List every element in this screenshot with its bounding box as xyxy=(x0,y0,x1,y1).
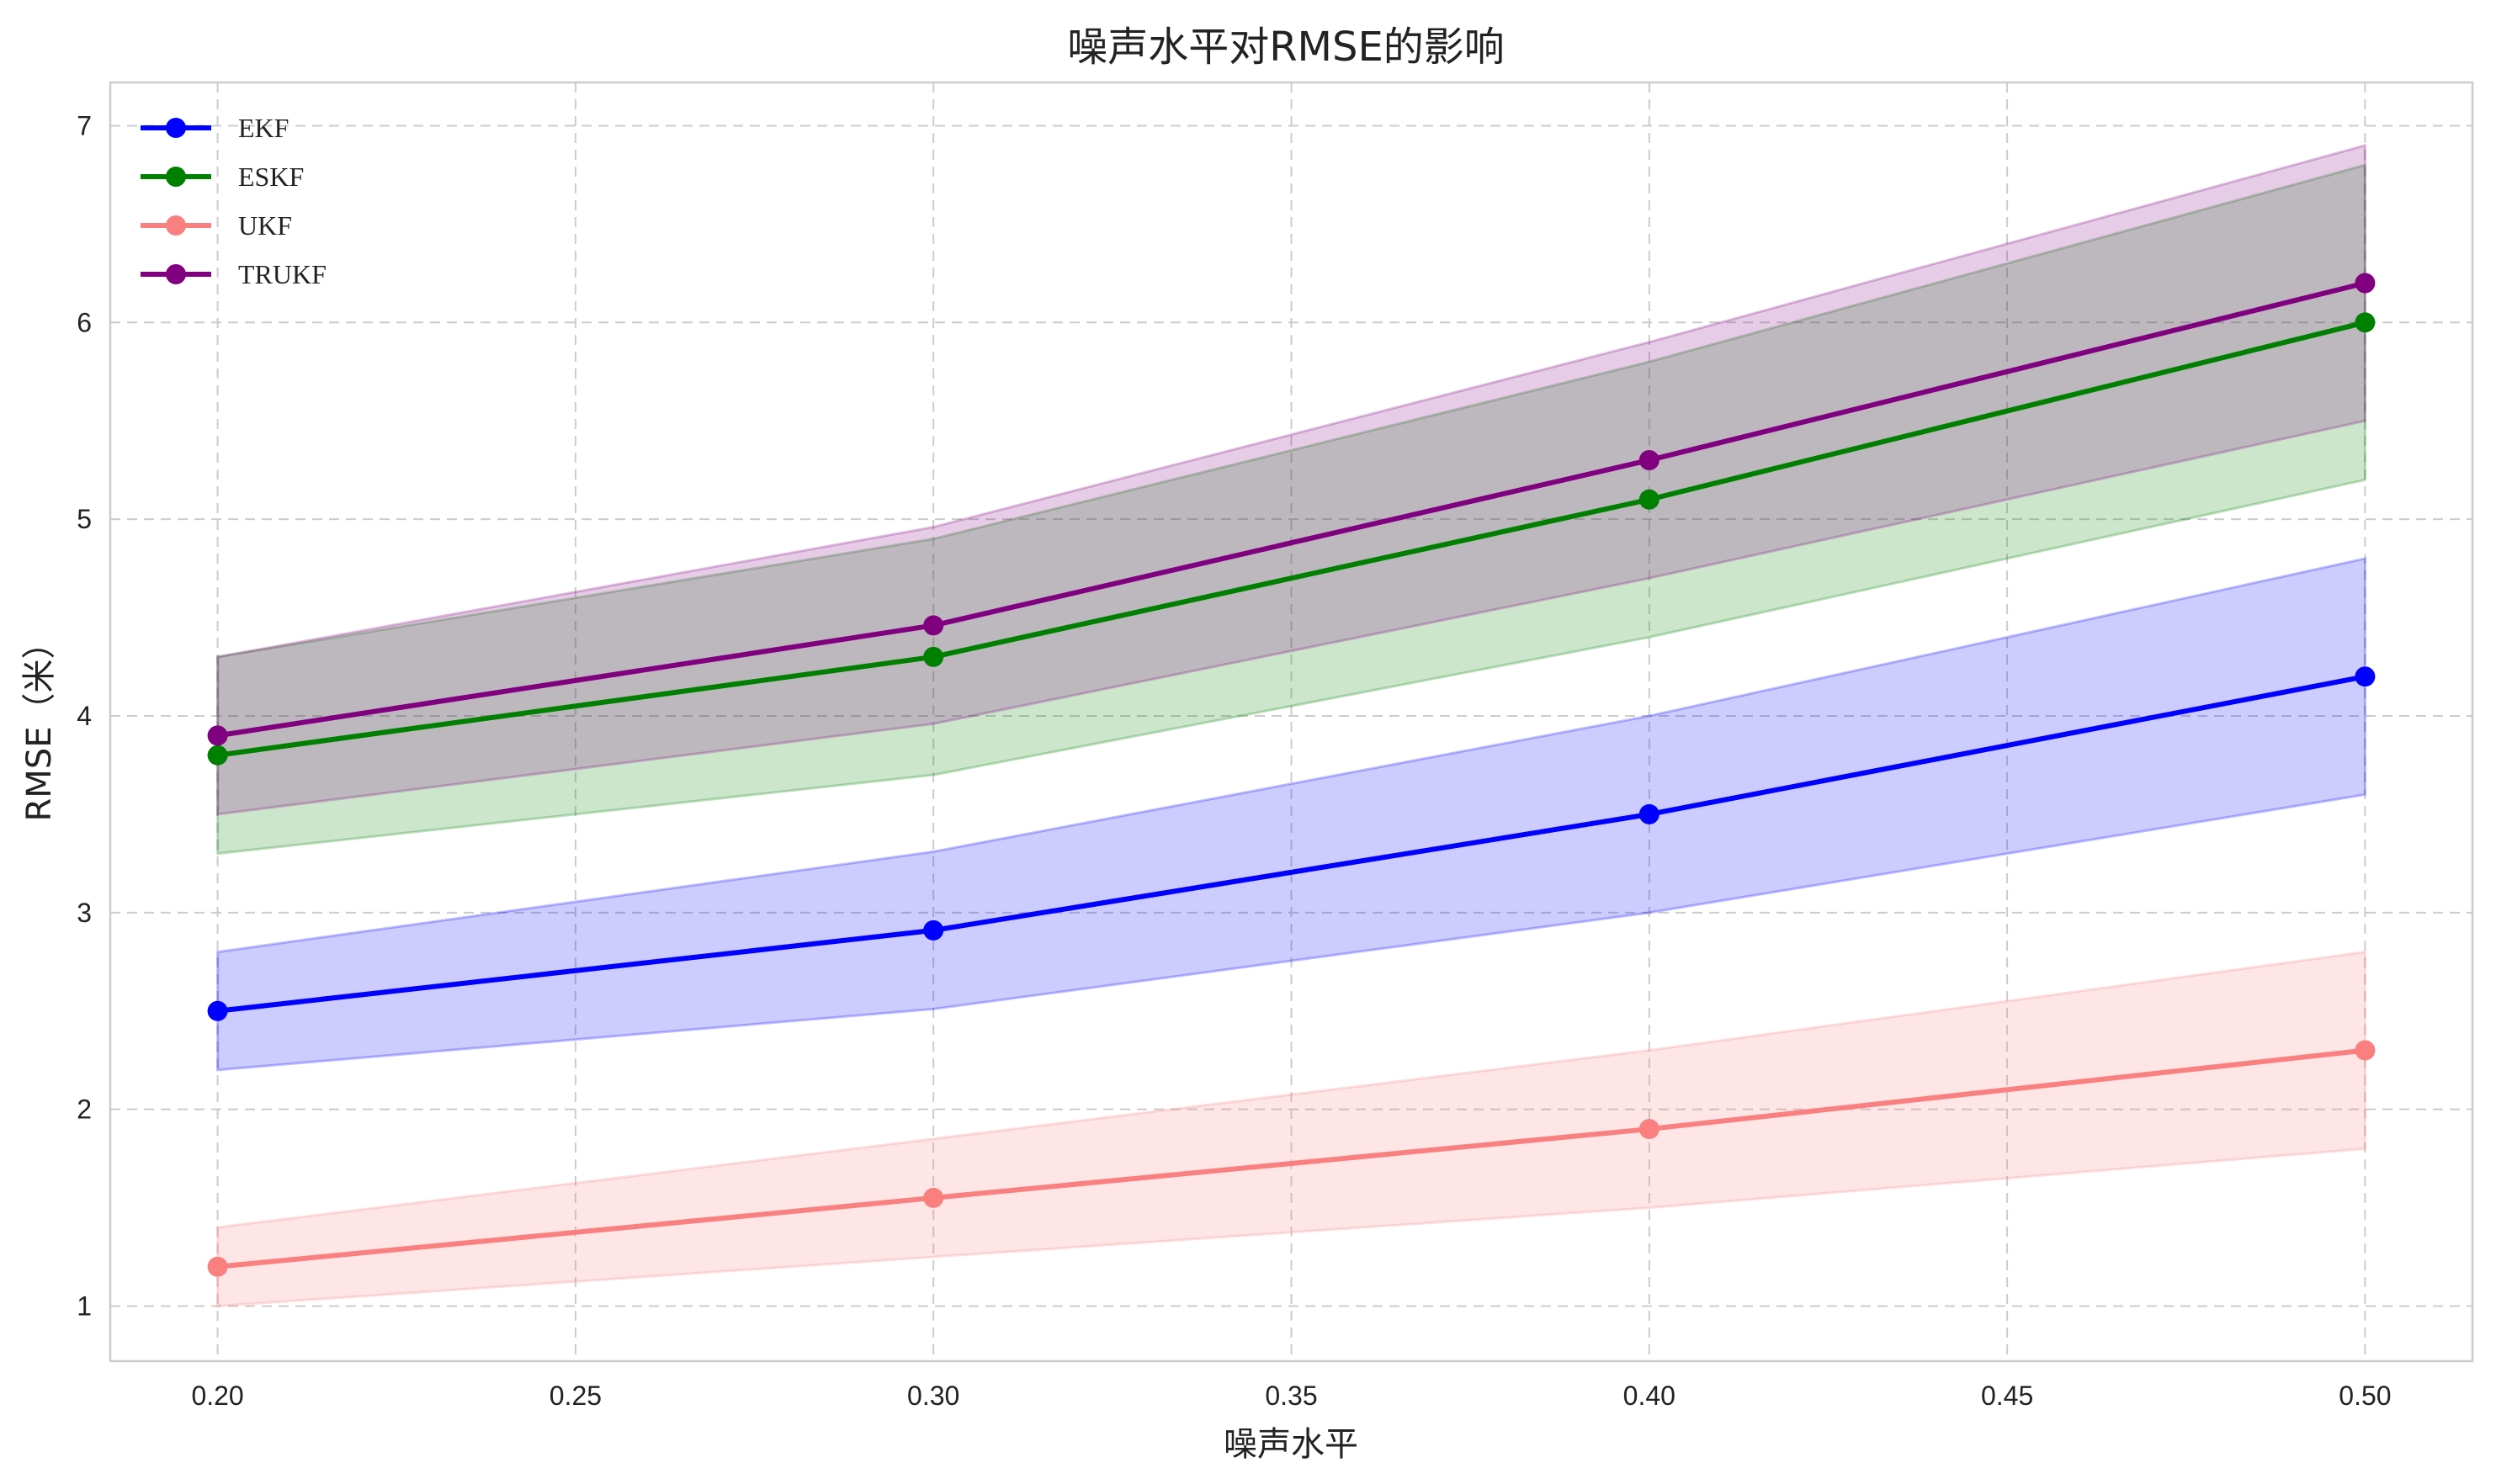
y-tick-label: 2 xyxy=(77,1094,92,1125)
legend-marker-ekf xyxy=(166,118,186,138)
point-trukf xyxy=(923,615,944,636)
band-ekf xyxy=(216,557,2366,1072)
band-trukf xyxy=(216,143,2366,816)
chart-title: 噪声水平对RMSE的影响 xyxy=(1067,24,1505,71)
x-axis-ticks: 0.20 0.25 0.30 0.35 0.40 0.45 0.50 xyxy=(191,1381,2391,1411)
point-eskf xyxy=(2355,312,2376,333)
x-axis-label: 噪声水平 xyxy=(1224,1425,1358,1464)
x-tick-label: 0.25 xyxy=(550,1381,602,1411)
y-tick-label: 6 xyxy=(77,307,92,337)
point-ekf xyxy=(923,920,944,941)
x-tick-label: 0.20 xyxy=(191,1381,243,1411)
y-axis-label: RMSE（米） xyxy=(20,626,59,822)
point-trukf xyxy=(207,725,228,746)
grid-lines xyxy=(110,82,2472,1361)
point-ukf xyxy=(923,1187,944,1208)
series-points xyxy=(207,273,2376,1277)
series-lines xyxy=(215,280,2368,1269)
point-eskf xyxy=(923,646,944,667)
y-tick-label: 5 xyxy=(77,504,92,534)
x-tick-label: 0.40 xyxy=(1623,1381,1676,1411)
x-tick-label: 0.50 xyxy=(2339,1381,2391,1411)
point-eskf xyxy=(207,745,228,766)
point-trukf xyxy=(2355,273,2376,294)
y-tick-label: 4 xyxy=(77,701,92,731)
y-axis-ticks: 1 2 3 4 5 6 7 xyxy=(77,110,92,1321)
line-ukf xyxy=(215,1047,2368,1269)
line-eskf xyxy=(215,320,2368,758)
legend-label-ekf: EKF xyxy=(238,113,289,143)
line-ekf xyxy=(215,674,2368,1014)
x-tick-label: 0.35 xyxy=(1265,1381,1317,1411)
point-ekf xyxy=(2355,666,2376,687)
point-ukf xyxy=(207,1256,228,1277)
legend-marker-ukf xyxy=(166,215,186,236)
legend: EKF ESKF UKF TRUKF xyxy=(141,113,327,289)
y-tick-label: 7 xyxy=(77,110,92,140)
point-ekf xyxy=(207,1000,228,1021)
point-eskf xyxy=(1638,489,1660,510)
y-tick-label: 1 xyxy=(77,1291,92,1322)
point-trukf xyxy=(1638,449,1660,470)
y-tick-label: 3 xyxy=(77,898,92,928)
line-trukf xyxy=(215,280,2368,739)
legend-marker-trukf xyxy=(166,264,186,284)
point-ukf xyxy=(1638,1119,1660,1140)
point-ekf xyxy=(1638,803,1660,824)
legend-label-eskf: ESKF xyxy=(238,162,304,192)
legend-label-trukf: TRUKF xyxy=(238,259,327,289)
legend-label-ukf: UKF xyxy=(238,210,292,241)
x-tick-label: 0.45 xyxy=(1981,1381,2033,1411)
x-tick-label: 0.30 xyxy=(907,1381,959,1411)
plot-frame xyxy=(109,81,2474,1363)
point-ukf xyxy=(2355,1040,2376,1061)
legend-marker-eskf xyxy=(166,167,186,187)
